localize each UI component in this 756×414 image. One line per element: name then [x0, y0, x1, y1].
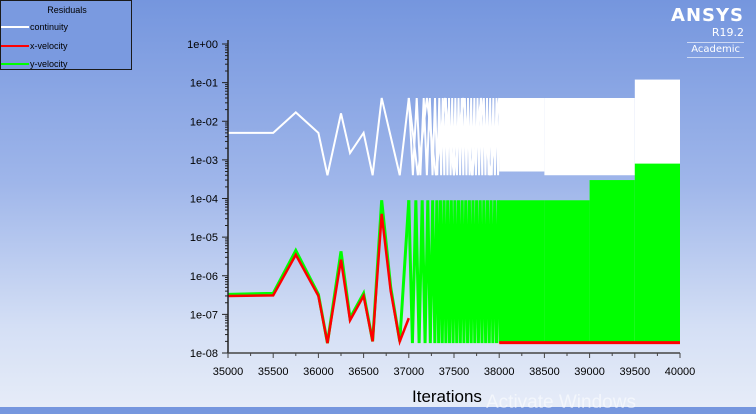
y-tick-label: 1e-07 [190, 309, 218, 321]
y-tick-label: 1e-02 [190, 116, 218, 128]
logo-edition: Academic [687, 42, 744, 58]
y-tick-label: 1e-08 [190, 348, 218, 360]
legend: Residuals continuity x-velocity y-veloci… [0, 0, 132, 70]
y-tick-label: 1e-06 [190, 271, 218, 283]
x-tick-label: 35500 [258, 366, 289, 378]
legend-item-y-velocity: y-velocity [1, 58, 68, 70]
x-axis-title: Iterations [412, 387, 482, 406]
x-tick-label: 40000 [665, 366, 696, 378]
x-tick-label: 38500 [529, 366, 560, 378]
x-tick-label: 39500 [620, 366, 651, 378]
ansys-logo: ANSYS R19.2 Academic [671, 6, 744, 58]
plot-axes: 1e+00 1e-01 1e-02 1e-03 1e-04 1e-05 1e-06 1e-07… [187, 39, 695, 378]
y-tick-label: 1e+00 [187, 39, 218, 51]
x-tick-label: 37500 [439, 366, 470, 378]
legend-swatch [1, 63, 29, 65]
series-x-velocity [227, 213, 680, 346]
legend-label: x-velocity [30, 41, 68, 51]
y-tick-label: 1e-01 [190, 78, 218, 90]
legend-label: continuity [30, 22, 69, 32]
series-y-velocity [227, 163, 680, 344]
activate-windows-watermark: Activate Windows [486, 392, 636, 413]
logo-name: ANSYS [671, 5, 744, 26]
y-tick-label: 1e-03 [190, 155, 218, 167]
legend-item-x-velocity: x-velocity [1, 40, 68, 52]
x-tick-label: 37000 [394, 366, 425, 378]
y-tick-label: 1e-04 [190, 194, 218, 206]
x-tick-label: 35000 [213, 366, 244, 378]
x-tick-label: 39000 [574, 366, 605, 378]
legend-label: y-velocity [30, 59, 68, 69]
x-tick-label: 38000 [484, 366, 515, 378]
plot-series [227, 79, 680, 346]
y-tick-label: 1e-05 [190, 232, 218, 244]
logo-version: R19.2 [711, 26, 744, 39]
x-tick-label: 36500 [348, 366, 379, 378]
x-tick-label: 36000 [303, 366, 334, 378]
legend-swatch [1, 26, 29, 28]
legend-swatch [1, 45, 29, 47]
legend-item-continuity: continuity [1, 21, 68, 33]
legend-title: Residuals [47, 5, 87, 15]
series-continuity [228, 79, 680, 176]
